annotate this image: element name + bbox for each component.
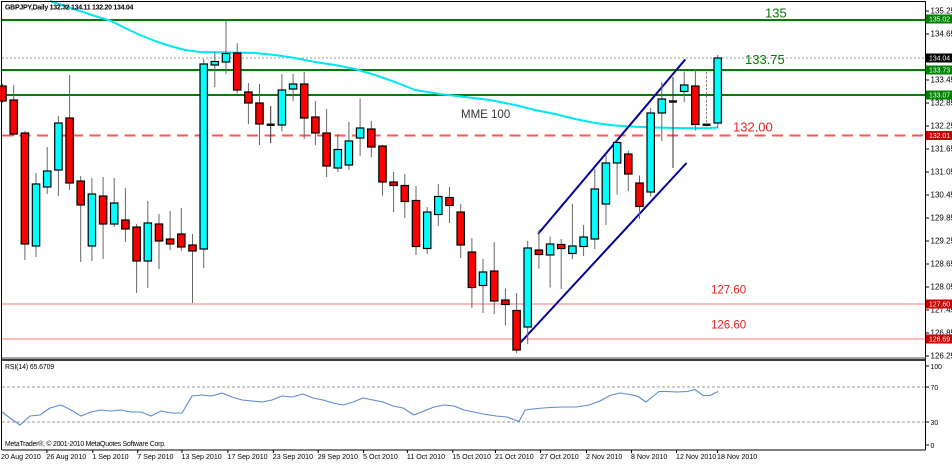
svg-text:134.04: 134.04 xyxy=(929,56,950,63)
svg-text:128.65: 128.65 xyxy=(931,260,952,269)
svg-text:15 Oct 2010: 15 Oct 2010 xyxy=(452,453,491,461)
svg-text:132.00: 132.00 xyxy=(733,120,773,135)
svg-text:5 Oct 2010: 5 Oct 2010 xyxy=(363,453,398,461)
svg-text:132.85: 132.85 xyxy=(931,99,952,108)
svg-text:12 Nov 2010: 12 Nov 2010 xyxy=(676,453,716,461)
svg-text:MetaTrader®, © 2001-2010 MetaQ: MetaTrader®, © 2001-2010 MetaQuotes Soft… xyxy=(5,440,166,448)
svg-text:130.45: 130.45 xyxy=(931,191,952,200)
svg-text:MME 100: MME 100 xyxy=(461,109,510,121)
svg-text:135: 135 xyxy=(765,6,787,21)
svg-text:29 Sep 2010: 29 Sep 2010 xyxy=(318,453,358,461)
svg-text:129.85: 129.85 xyxy=(931,214,952,223)
svg-text:133.75: 133.75 xyxy=(745,52,785,67)
svg-text:135.25: 135.25 xyxy=(931,7,952,16)
svg-text:126.25: 126.25 xyxy=(931,352,952,361)
svg-text:2 Nov 2010: 2 Nov 2010 xyxy=(586,453,622,461)
svg-text:133.07: 133.07 xyxy=(929,93,950,100)
svg-text:21 Oct 2010: 21 Oct 2010 xyxy=(495,453,534,461)
svg-text:132.25: 132.25 xyxy=(931,122,952,131)
svg-text:RSI(14) 65.6709: RSI(14) 65.6709 xyxy=(5,364,54,371)
svg-text:100: 100 xyxy=(931,364,943,371)
svg-text:11 Oct 2010: 11 Oct 2010 xyxy=(407,453,445,461)
svg-text:127.60: 127.60 xyxy=(711,285,746,297)
svg-text:26 Aug 2010: 26 Aug 2010 xyxy=(46,453,86,461)
svg-text:GBPJPY,Daily 132.32 134.11 13: GBPJPY,Daily 132.32 134.11 132.20 134.04 xyxy=(5,5,134,12)
svg-text:17 Sep 2010: 17 Sep 2010 xyxy=(227,453,267,461)
svg-text:131.05: 131.05 xyxy=(931,168,952,177)
svg-text:0: 0 xyxy=(931,443,935,450)
svg-text:126.69: 126.69 xyxy=(929,337,950,344)
svg-text:27 Oct 2010: 27 Oct 2010 xyxy=(540,453,579,461)
svg-text:127.60: 127.60 xyxy=(929,302,950,309)
svg-text:126.60: 126.60 xyxy=(711,320,746,332)
svg-text:131.65: 131.65 xyxy=(931,145,952,154)
svg-text:13 Sep 2010: 13 Sep 2010 xyxy=(182,453,222,461)
svg-text:135.02: 135.02 xyxy=(929,17,950,24)
svg-text:129.25: 129.25 xyxy=(931,237,952,246)
svg-text:20 Aug 2010: 20 Aug 2010 xyxy=(1,453,41,461)
svg-text:7 Sep 2010: 7 Sep 2010 xyxy=(137,453,173,461)
svg-text:134.65: 134.65 xyxy=(931,30,952,39)
svg-text:18 Nov 2010: 18 Nov 2010 xyxy=(717,453,757,461)
svg-text:133.73: 133.73 xyxy=(929,68,950,75)
svg-text:133.45: 133.45 xyxy=(931,76,952,85)
svg-text:70: 70 xyxy=(931,385,939,392)
svg-text:30: 30 xyxy=(931,420,939,427)
svg-text:132.01: 132.01 xyxy=(929,133,950,140)
svg-text:8 Nov 2010: 8 Nov 2010 xyxy=(631,453,667,461)
svg-text:23 Sep 2010: 23 Sep 2010 xyxy=(273,453,313,461)
svg-text:1 Sep 2010: 1 Sep 2010 xyxy=(92,453,128,461)
svg-text:128.05: 128.05 xyxy=(931,283,952,292)
